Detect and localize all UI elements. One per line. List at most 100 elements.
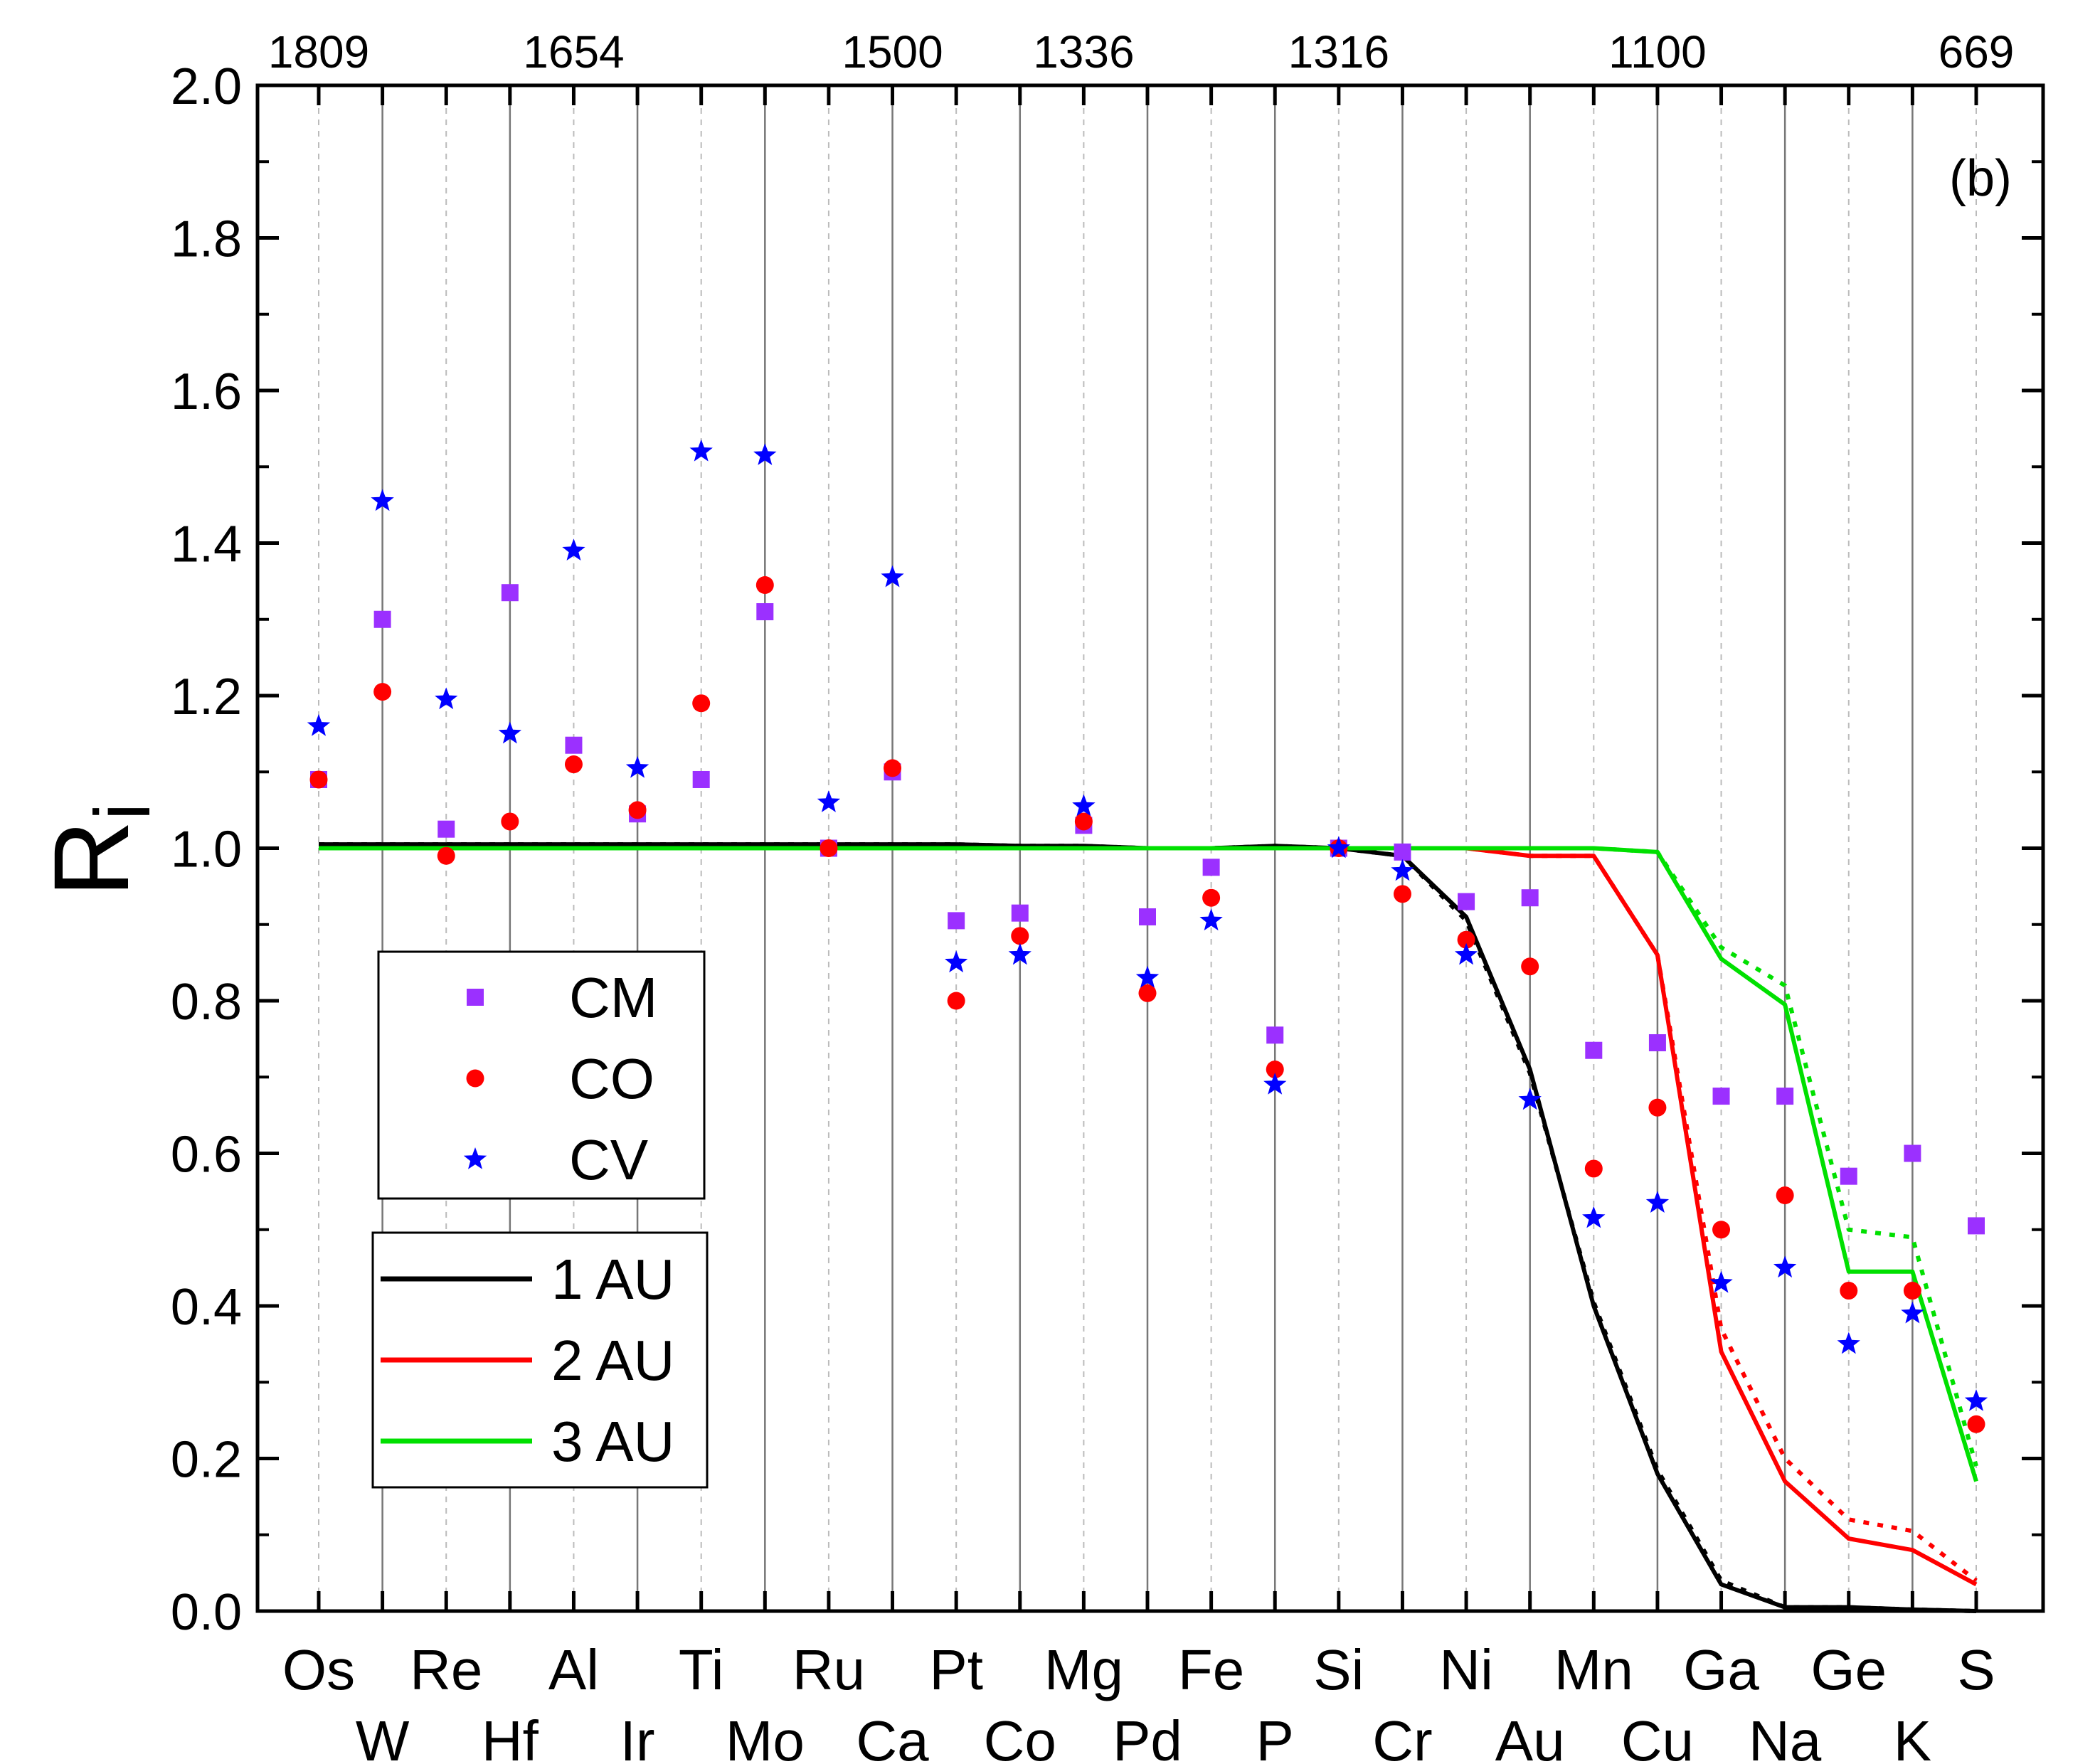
data-point	[1327, 836, 1350, 859]
data-point	[1391, 859, 1414, 881]
y-tick-label: 0.0	[171, 1584, 242, 1641]
series-line	[319, 846, 1978, 1482]
x-tick-label: W	[356, 1709, 410, 1764]
data-point	[884, 759, 902, 777]
data-point	[1584, 1159, 1603, 1178]
x-tick-label: Ti	[679, 1638, 724, 1701]
y-tick-label: 0.6	[171, 1127, 242, 1184]
data-point	[501, 584, 519, 602]
x-tick-label: Si	[1313, 1638, 1364, 1701]
data-point	[1967, 1415, 1985, 1433]
data-point	[1521, 957, 1539, 976]
data-point	[1011, 927, 1029, 945]
data-point	[1454, 942, 1478, 965]
x-tick-label: Ca	[856, 1709, 929, 1764]
top-axis-label: 1654	[523, 26, 624, 78]
y-axis-label: Ri	[31, 803, 166, 898]
data-point	[501, 812, 519, 831]
data-point	[817, 790, 841, 812]
y-tick-label: 1.0	[171, 822, 242, 878]
data-point	[1008, 942, 1032, 965]
x-tick-label: K	[1894, 1709, 1931, 1764]
data-point	[1582, 1206, 1606, 1228]
data-point	[820, 839, 838, 857]
data-points	[307, 439, 1988, 1433]
data-point	[1138, 984, 1157, 1002]
y-tick-label: 1.8	[171, 211, 242, 268]
top-axis-label: 669	[1939, 26, 2015, 78]
data-point	[1712, 1221, 1731, 1239]
x-tick-label: P	[1256, 1709, 1294, 1764]
data-point	[1011, 904, 1029, 922]
x-tick-label: Mg	[1044, 1638, 1123, 1701]
x-tick-label: S	[1957, 1638, 1995, 1701]
data-point	[1135, 965, 1160, 988]
legend-label: 2 AU	[551, 1329, 674, 1392]
x-tick-label: Hf	[482, 1709, 539, 1764]
y-tick-label: 0.4	[171, 1279, 242, 1336]
data-point	[881, 565, 904, 588]
data-point	[1837, 1332, 1860, 1354]
data-point	[753, 443, 777, 465]
data-point	[1773, 1255, 1797, 1278]
data-point	[1202, 888, 1221, 907]
x-tick-label: Re	[410, 1638, 482, 1701]
top-axis-label: 1500	[842, 26, 943, 78]
data-point	[628, 801, 647, 819]
data-point	[1776, 1186, 1794, 1204]
x-tick-label: Ru	[792, 1638, 865, 1701]
data-point	[565, 736, 583, 754]
top-axis-label: 1336	[1033, 26, 1134, 78]
data-point	[435, 687, 458, 710]
data-point	[755, 575, 774, 594]
data-point	[373, 610, 391, 628]
x-tick-label: Ni	[1439, 1638, 1493, 1701]
data-point	[625, 755, 649, 778]
legend-label: 3 AU	[551, 1410, 674, 1473]
data-point	[1202, 859, 1220, 876]
legend-marker	[463, 1147, 487, 1169]
data-point	[1968, 1217, 1985, 1235]
data-point	[1393, 885, 1411, 903]
x-tick-label: Fe	[1178, 1638, 1244, 1701]
data-point	[307, 713, 331, 736]
data-point	[1964, 1389, 1988, 1411]
data-point	[1266, 1026, 1284, 1044]
legend-lines: 1 AU 2 AU 3 AU	[371, 1231, 709, 1489]
data-point	[689, 439, 713, 462]
x-tick-label: Ge	[1810, 1638, 1887, 1701]
data-point	[438, 820, 455, 838]
x-tick-label: Pd	[1113, 1709, 1182, 1764]
data-point	[945, 950, 968, 973]
data-point	[1648, 1034, 1666, 1051]
data-point	[371, 489, 394, 511]
data-point	[1074, 812, 1093, 831]
data-point	[1840, 1167, 1857, 1185]
x-tick-label: Au	[1495, 1709, 1565, 1764]
data-point	[1840, 1282, 1858, 1300]
data-point	[373, 683, 392, 701]
data-point	[498, 721, 521, 744]
x-tick-label: Mo	[726, 1709, 805, 1764]
data-point	[1263, 1073, 1287, 1095]
x-tick-label: Cr	[1372, 1709, 1432, 1764]
data-point	[1139, 908, 1156, 926]
legend-label: CO	[569, 1047, 654, 1110]
axes: 0.0 0.2 0.4 0.6 0.8 1.0 1.2 1.4 1.6 1.8 2.0 OsWReHf…	[171, 26, 2043, 1764]
legend-scatter: CM CO CV	[377, 950, 706, 1200]
legend-marker	[467, 989, 484, 1006]
top-axis-label: 1316	[1288, 26, 1389, 78]
data-point	[1645, 1191, 1670, 1213]
x-tick-label: Ir	[620, 1709, 655, 1764]
x-tick-label: Na	[1749, 1709, 1822, 1764]
panel-label: (b)	[1949, 150, 2012, 207]
data-point	[1394, 843, 1411, 861]
x-tick-label: Al	[548, 1638, 599, 1701]
y-tick-label: 1.6	[171, 363, 242, 420]
data-point	[1521, 889, 1539, 907]
data-point	[1712, 1088, 1730, 1105]
y-tick-label: 2.0	[171, 58, 242, 115]
x-tick-label: Co	[984, 1709, 1056, 1764]
y-tick-label: 1.4	[171, 516, 242, 573]
